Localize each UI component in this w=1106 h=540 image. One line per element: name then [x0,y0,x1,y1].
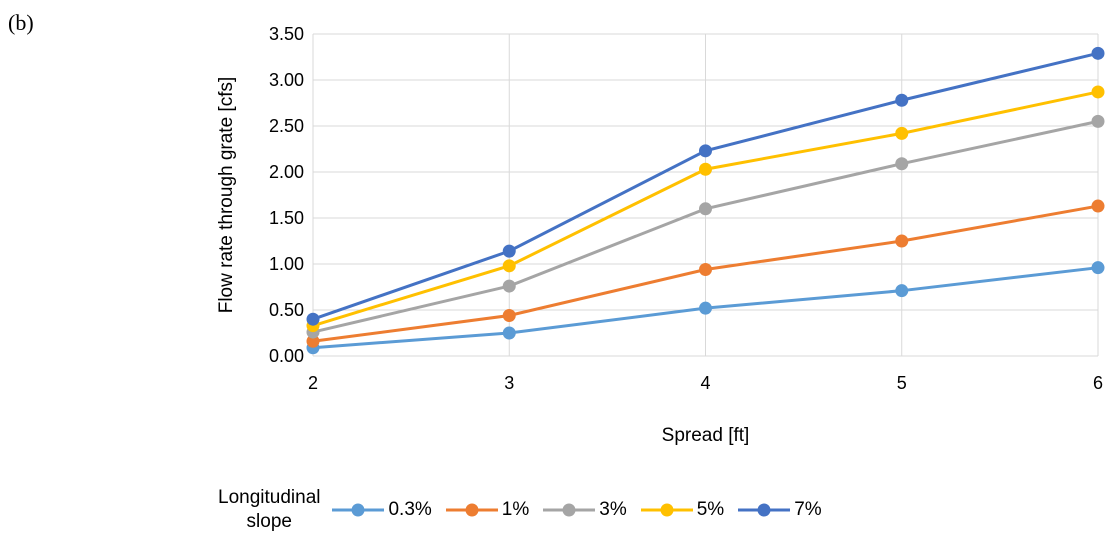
legend-item: 5% [639,499,724,521]
data-point [306,312,320,326]
data-point [895,284,909,298]
data-point [1091,261,1105,275]
legend-swatch [543,503,596,517]
legend-item: 1% [444,499,529,521]
data-point [1091,199,1105,213]
legend-title-line-2: slope [246,511,292,532]
data-point [502,244,516,258]
x-tick-label: 6 [1093,373,1103,393]
panel-label: (b) [8,10,34,35]
y-axis-title: Flow rate through grate [cfs] [216,77,237,314]
legend: Longitudinal slope 0.3% 1% 3% 5% 7% [218,480,834,540]
x-tick-label: 3 [504,373,514,393]
y-tick-label: 3.00 [269,70,304,90]
legend-swatch [445,503,498,517]
x-tick-label: 2 [308,373,318,393]
y-axis-ticks: 0.00 0.50 1.00 1.50 2.00 2.50 3.00 3.50 [269,24,304,366]
series-7pct [306,46,1105,326]
legend-item: 3% [541,499,627,521]
legend-swatch [738,503,791,517]
y-tick-label: 2.50 [269,116,304,136]
x-tick-label: 4 [700,373,710,393]
data-point [699,301,712,315]
legend-label: 7% [794,499,822,520]
y-tick-label: 0.50 [269,300,304,320]
x-axis-title: Spread [ft] [662,425,750,446]
y-tick-label: 1.00 [269,254,304,274]
y-tick-label: 1.50 [269,208,304,228]
legend-item: 0.3% [330,499,432,521]
legend-title-line-1: Longitudinal [218,487,321,508]
data-point [1091,114,1105,128]
data-point [895,93,909,107]
data-point [1091,85,1105,99]
x-tick-label: 5 [897,373,907,393]
legend-label: 3% [599,499,627,520]
data-point [895,126,909,140]
data-point [502,326,516,340]
data-point [1091,46,1105,60]
data-point [895,157,909,171]
y-tick-label: 3.50 [269,24,304,44]
legend-title: Longitudinal slope [218,486,320,534]
data-point [895,234,909,248]
legend-label: 1% [501,499,530,520]
legend-swatch [332,503,385,517]
legend-item: 7% [736,499,822,521]
series-1pct [306,199,1105,348]
legend-swatch [640,503,693,517]
x-axis-ticks: 2 3 4 5 6 [308,373,1103,393]
line-chart: 0.00 0.50 1.00 1.50 2.00 2.50 3.00 3.50 2 3 4 5 6 S… [216,24,1105,446]
data-point [502,279,516,293]
data-point [502,309,516,323]
series-layer [306,46,1105,355]
data-point [699,263,712,277]
data-point [699,162,712,176]
data-point [699,144,712,158]
y-tick-label: 0.00 [269,346,304,366]
legend-label: 0.3% [388,499,432,520]
data-point [502,259,516,273]
y-tick-label: 2.00 [269,162,304,182]
data-point [306,334,320,348]
legend-label: 5% [696,499,725,520]
data-point [699,202,712,216]
